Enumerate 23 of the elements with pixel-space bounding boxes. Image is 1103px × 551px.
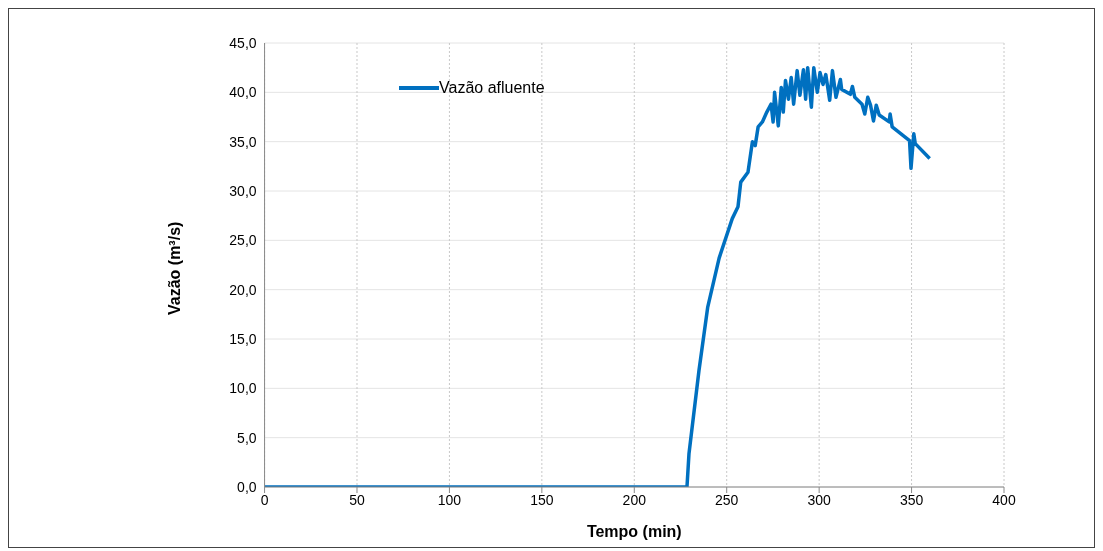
x-axis-title: Tempo (min) — [586, 523, 682, 540]
y-tick-label: 45,0 — [229, 34, 257, 51]
y-tick-label: 40,0 — [229, 84, 257, 101]
y-tick-label: 30,0 — [229, 182, 257, 199]
x-tick-label: 400 — [992, 491, 1016, 508]
x-tick-label: 150 — [530, 491, 554, 508]
line-series — [264, 65, 932, 487]
x-tick-label: 250 — [715, 491, 739, 508]
x-tick-label: 0 — [260, 491, 269, 508]
x-tick-label: 350 — [899, 491, 924, 508]
y-tick-label: 5,0 — [237, 429, 257, 446]
y-tick-label: 20,0 — [229, 281, 257, 298]
y-tick-label: 10,0 — [229, 380, 257, 397]
y-axis-title: Vazão (m³/s) — [166, 221, 184, 315]
x-tick-label: 300 — [807, 491, 832, 508]
y-tick-label: 25,0 — [229, 232, 257, 249]
y-tick-label: 15,0 — [229, 330, 257, 347]
x-tick-label: 50 — [349, 491, 365, 508]
x-tick-label: 200 — [622, 491, 647, 508]
y-tick-label: 35,0 — [229, 133, 257, 150]
x-tick-label: 100 — [437, 491, 462, 508]
legend-label: Vazão afluente — [439, 79, 545, 97]
y-tick-label: 0,0 — [237, 478, 257, 495]
